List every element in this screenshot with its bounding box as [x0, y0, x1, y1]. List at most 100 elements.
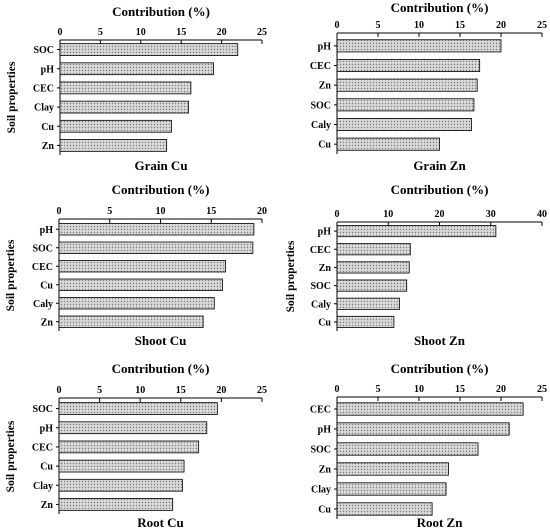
chart-panel-2: Contribution (%) 0 5 10 15 20 25 pH CEC Zn SOC Caly…	[310, 0, 547, 173]
x-axis-label: Root Zn	[417, 515, 464, 530]
category-label: Cu	[41, 122, 54, 133]
category-label: Zn	[42, 141, 55, 152]
category-label: Clay	[34, 103, 54, 114]
x-tick-label: 5	[107, 206, 112, 217]
x-tick-label: 10	[414, 20, 424, 31]
x-tick-label: 10	[135, 385, 145, 396]
x-tick-label: 5	[376, 20, 381, 31]
x-tick-label: 15	[176, 27, 186, 38]
x-tick-label: 0	[57, 385, 62, 396]
category-label: CEC	[33, 83, 54, 94]
x-tick-label: 25	[537, 20, 547, 31]
chart-title: Contribution (%)	[391, 361, 489, 376]
bar	[58, 478, 183, 492]
category-label: CEC	[310, 245, 331, 256]
category-label: CEC	[32, 262, 53, 273]
category-label: Zn	[41, 500, 54, 511]
bar	[58, 402, 218, 415]
bar	[336, 98, 475, 112]
category-label: Zn	[319, 81, 332, 92]
bar	[58, 459, 185, 473]
x-tick-label: 15	[455, 20, 465, 31]
x-tick-label: 20	[257, 206, 267, 217]
category-label: SOC	[32, 404, 53, 415]
chart-panel-1: Contribution (%) 0 5 10 15 20 25 SOC pH CEC Clay Cu…	[6, 4, 267, 173]
x-tick-label: 0	[335, 209, 340, 220]
category-label: Zn	[41, 317, 54, 328]
category-label: Cu	[318, 505, 331, 516]
bar	[58, 421, 208, 435]
bar	[336, 78, 478, 92]
category-label: pH	[318, 227, 332, 238]
x-tick-label: 15	[206, 206, 216, 217]
x-tick-label: 10	[383, 209, 393, 220]
x-tick-label: 10	[136, 27, 146, 38]
x-tick-label: 20	[217, 27, 227, 38]
bar	[58, 498, 174, 511]
chart-panel-5: Contribution (%) 0 5 10 15 20 25 SOC pH CEC Cu Clay…	[5, 361, 267, 530]
bar	[59, 43, 239, 56]
category-label: Zn	[319, 465, 332, 476]
bar	[58, 241, 254, 254]
bar	[336, 118, 472, 131]
x-tick-label: 0	[57, 206, 62, 217]
chart-title: Contribution (%)	[391, 182, 489, 197]
category-label: CEC	[32, 442, 53, 453]
bar	[59, 81, 192, 95]
category-label: SOC	[310, 100, 331, 111]
x-tick-label: 0	[335, 20, 340, 31]
chart-panel-6: Contribution (%) 0 5 10 15 20 25 CEC pH SOC Zn Clay…	[310, 361, 547, 530]
x-axis-label: Shoot Zn	[414, 333, 466, 348]
category-label: SOC	[33, 45, 54, 56]
bar	[336, 402, 524, 416]
bar	[59, 62, 214, 76]
category-label: CEC	[310, 61, 331, 72]
category-label: SOC	[310, 281, 331, 292]
category-label: Cu	[318, 140, 331, 151]
x-tick-label: 20	[496, 20, 506, 31]
x-tick-label: 25	[537, 384, 547, 395]
x-axis-label: Shoot Cu	[135, 333, 187, 348]
bar	[336, 39, 502, 53]
x-axis-label: Root Cu	[137, 515, 184, 530]
category-label: pH	[318, 425, 332, 436]
category-label: Clay	[33, 481, 53, 492]
x-tick-label: 10	[156, 206, 166, 217]
bar	[58, 297, 215, 310]
category-label: Zn	[319, 263, 332, 274]
x-tick-label: 25	[257, 385, 267, 396]
bar	[59, 100, 189, 114]
x-axis-label: Grain Zn	[413, 158, 466, 173]
category-label: Cu	[40, 462, 53, 473]
x-tick-label: 20	[496, 384, 506, 395]
category-label: pH	[41, 64, 55, 75]
chart-title: Contribution (%)	[112, 4, 210, 19]
x-tick-label: 5	[376, 384, 381, 395]
category-label: Caly	[33, 299, 53, 310]
y-axis-label: Soil properties	[285, 240, 297, 312]
bar	[336, 243, 411, 256]
y-axis-label: Soil properties	[5, 239, 17, 311]
x-tick-label: 15	[455, 384, 465, 395]
y-axis-label: Soil properties	[6, 61, 18, 133]
x-tick-label: 10	[414, 384, 424, 395]
bar	[336, 261, 410, 274]
x-tick-label: 20	[216, 385, 226, 396]
x-tick-label: 0	[335, 384, 340, 395]
x-tick-label: 20	[435, 209, 445, 220]
bar	[336, 225, 497, 238]
bar	[336, 59, 481, 72]
x-tick-label: 15	[176, 385, 186, 396]
bar	[58, 315, 204, 328]
category-label: SOC	[32, 243, 53, 254]
x-axis-label: Grain Cu	[134, 158, 187, 173]
category-label: SOC	[310, 445, 331, 456]
x-tick-label: 40	[537, 209, 547, 220]
bar	[336, 502, 433, 516]
category-label: pH	[318, 41, 332, 52]
category-label: pH	[40, 225, 54, 236]
category-label: Caly	[311, 299, 331, 310]
bar	[336, 422, 510, 436]
bar	[336, 315, 395, 328]
x-tick-label: 5	[97, 385, 102, 396]
